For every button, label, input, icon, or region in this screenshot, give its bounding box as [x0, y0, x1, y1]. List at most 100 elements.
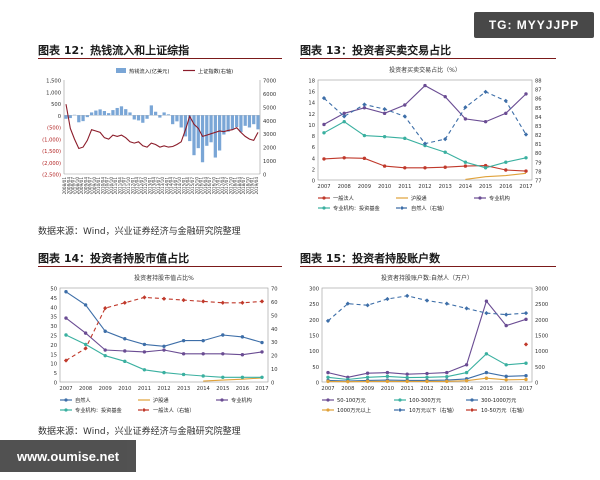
fig12-chart: 热钱流入(亿美元) 上证指数(右轴)1,5001,0005000(500)(1,0… — [42, 67, 276, 195]
fig15-xtick: 2015 — [480, 386, 493, 392]
fig13-point — [503, 98, 508, 104]
fig13-yleft-tick: 12 — [308, 112, 315, 118]
fig15-xtick: 2011 — [401, 386, 414, 392]
fig15-yright-tick: 500 — [535, 365, 545, 371]
fig15-point — [326, 370, 330, 375]
fig15-yright-tick: 1000 — [535, 349, 548, 355]
fig12-xtick: 2016/10 — [211, 177, 216, 195]
fig15-series-line — [327, 300, 527, 378]
fig14-point — [181, 297, 186, 303]
fig13-point — [362, 106, 367, 110]
fig14-point — [142, 342, 147, 347]
fig15-xtick: 2017 — [519, 386, 532, 392]
fig12-bar — [94, 110, 98, 116]
fig14-point — [142, 368, 147, 372]
fig15-legend-label: 10万元以下（右轴） — [409, 406, 457, 414]
fig14-point — [103, 353, 107, 358]
fig13-series-line — [465, 172, 527, 180]
fig12-bar — [124, 109, 128, 116]
fig15-point — [484, 310, 489, 316]
fig12-xtick: 2011/01 — [113, 177, 118, 195]
fig13-yright-tick: 88 — [535, 79, 542, 85]
fig15-point — [524, 377, 528, 382]
fig15-point — [365, 303, 370, 308]
fig15-yleft-tick: 0 — [316, 381, 319, 387]
fig12-bar — [132, 115, 136, 120]
fig12-xtick: 2018/07 — [241, 177, 246, 195]
fig12-bar — [179, 115, 183, 128]
fig12-yleft-tick: 500 — [51, 102, 61, 108]
fig13-point — [463, 164, 468, 168]
fig15-point — [523, 310, 529, 316]
fig14-legend-label: 自然人 — [75, 396, 91, 404]
fig12-xtick: 2012/10 — [143, 177, 148, 195]
fig12-bar — [149, 105, 153, 116]
fig14-point — [181, 372, 186, 377]
fig15-title: 图表 15：投资者持股账户数 — [300, 252, 441, 265]
fig13-xtick: 2013 — [439, 184, 452, 190]
fig14-point — [260, 375, 264, 379]
fig15-yright-tick: 0 — [535, 381, 538, 387]
fig12-bar — [171, 115, 175, 125]
fig13-point — [403, 103, 407, 107]
fig12-legend-swatch — [116, 68, 126, 73]
fig14-legend-marker — [64, 408, 68, 412]
fig14-yright-tick: 40 — [271, 327, 278, 333]
fig13-plot-frame — [317, 79, 533, 181]
fig12-xtick: 2012/04 — [135, 177, 140, 195]
fig15-point — [504, 323, 508, 328]
fig13-legend-marker — [322, 196, 326, 200]
fig14-point — [240, 375, 245, 379]
fig12-bar — [196, 115, 200, 149]
fig13-point — [403, 136, 407, 141]
fig12-bar — [222, 115, 226, 135]
fig14-point — [221, 375, 225, 379]
fig12-xtick: 2013/07 — [156, 177, 161, 195]
fig14-legend-label: 沪股通 — [153, 396, 169, 404]
fig12-xtick: 2013/04 — [152, 177, 157, 195]
fig15-xtick: 2007 — [321, 386, 334, 392]
fig12-xtick: 2010/01 — [96, 177, 101, 195]
fig13-yleft-tick: 0 — [312, 179, 315, 185]
fig12-bar — [205, 115, 209, 146]
fig12-bar — [89, 112, 94, 116]
fig14-point — [260, 350, 264, 354]
fig12-yleft-tick: (2,500) — [42, 173, 61, 179]
fig12-xtick: 2010/07 — [105, 177, 110, 195]
fig13-xtick: 2012 — [418, 184, 431, 190]
fig14-point — [259, 299, 265, 304]
fig14-point — [240, 300, 245, 305]
fig14-yright-tick: 60 — [271, 300, 278, 306]
fig15-yright-tick: 3000 — [535, 287, 548, 293]
fig13-xtick: 2007 — [317, 184, 330, 190]
fig14-yright-tick: 70 — [271, 287, 278, 293]
fig12-bar — [243, 115, 247, 126]
fig15-title-rule — [300, 266, 556, 267]
fig15-legend-marker — [398, 408, 402, 412]
fig12-yleft-tick: 0 — [58, 114, 61, 120]
fig15-xtick: 2009 — [361, 386, 374, 392]
fig13-yleft-tick: 14 — [308, 101, 315, 107]
fig15-yleft-tick: 250 — [309, 302, 319, 308]
fig12-yright-tick: 4000 — [263, 119, 276, 125]
fig15-point — [385, 374, 390, 379]
fig14-xtick: 2015 — [216, 386, 229, 392]
fig15-yleft-tick: 50 — [312, 365, 319, 371]
fig12-yleft-tick: 1,500 — [46, 79, 61, 85]
fig12-yright-tick: 2000 — [263, 146, 276, 152]
fig14-point — [201, 352, 205, 356]
fig15-legend-marker — [326, 408, 330, 412]
fig13-point — [362, 133, 367, 138]
fig14-point — [123, 359, 127, 364]
fig13-point — [483, 166, 488, 170]
fig12-xtick: 2015/07 — [190, 177, 195, 195]
fig12-bar — [166, 114, 171, 116]
fig14-xtick: 2009 — [99, 386, 112, 392]
fig13-legend-marker — [400, 206, 404, 210]
fig14-xtick: 2014 — [197, 386, 211, 392]
fig15-legend-marker — [398, 398, 402, 402]
fig13-title-rule — [300, 58, 556, 59]
fig13-point — [524, 169, 528, 173]
fig14-point — [201, 374, 205, 378]
fig12-xtick: 2018/01 — [233, 177, 238, 195]
